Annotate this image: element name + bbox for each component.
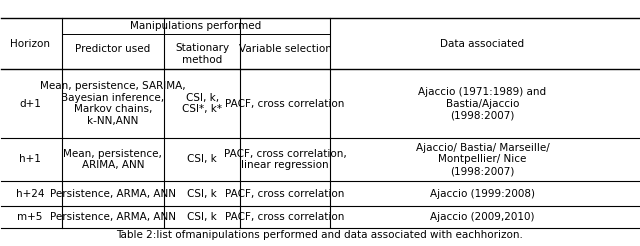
- Text: PACF, cross correlation: PACF, cross correlation: [225, 188, 345, 199]
- Text: Variable selection: Variable selection: [239, 45, 332, 54]
- Text: Predictor used: Predictor used: [76, 45, 150, 54]
- Text: CSI, k: CSI, k: [188, 212, 217, 222]
- Text: PACF, cross correlation: PACF, cross correlation: [225, 212, 345, 222]
- Text: m+5: m+5: [17, 212, 43, 222]
- Text: CSI, k: CSI, k: [188, 154, 217, 165]
- Text: PACF, cross correlation,
linear regression: PACF, cross correlation, linear regressi…: [223, 149, 346, 170]
- Text: Ajaccio (1971:1989) and
Bastia/Ajaccio
(1998:2007): Ajaccio (1971:1989) and Bastia/Ajaccio (…: [419, 87, 547, 120]
- Text: Mean, persistence,
ARIMA, ANN: Mean, persistence, ARIMA, ANN: [63, 149, 163, 170]
- Text: Mean, persistence, SARIMA,
Bayesian inference,
Markov chains,
k-NN,ANN: Mean, persistence, SARIMA, Bayesian infe…: [40, 81, 186, 126]
- Text: Persistence, ARMA, ANN: Persistence, ARMA, ANN: [50, 212, 176, 222]
- Text: Manipulations performed: Manipulations performed: [130, 21, 261, 31]
- Text: Ajaccio (1999:2008): Ajaccio (1999:2008): [430, 188, 535, 199]
- Text: Stationary
method: Stationary method: [175, 44, 229, 65]
- Text: Ajaccio/ Bastia/ Marseille/
Montpellier/ Nice
(1998:2007): Ajaccio/ Bastia/ Marseille/ Montpellier/…: [415, 143, 549, 176]
- Text: CSI, k: CSI, k: [188, 188, 217, 199]
- Text: PACF, cross correlation: PACF, cross correlation: [225, 99, 345, 108]
- Text: Data associated: Data associated: [440, 39, 525, 49]
- Text: Persistence, ARMA, ANN: Persistence, ARMA, ANN: [50, 188, 176, 199]
- Text: Ajaccio (2009,2010): Ajaccio (2009,2010): [430, 212, 535, 222]
- Text: d+1: d+1: [19, 99, 41, 108]
- Text: h+1: h+1: [19, 154, 41, 165]
- Text: Table 2:list ofmanipulations performed and data associated with eachhorizon.: Table 2:list ofmanipulations performed a…: [116, 230, 524, 240]
- Text: CSI, k,
CSI*, k*: CSI, k, CSI*, k*: [182, 93, 222, 114]
- Text: h+24: h+24: [16, 188, 44, 199]
- Text: Horizon: Horizon: [10, 39, 50, 49]
